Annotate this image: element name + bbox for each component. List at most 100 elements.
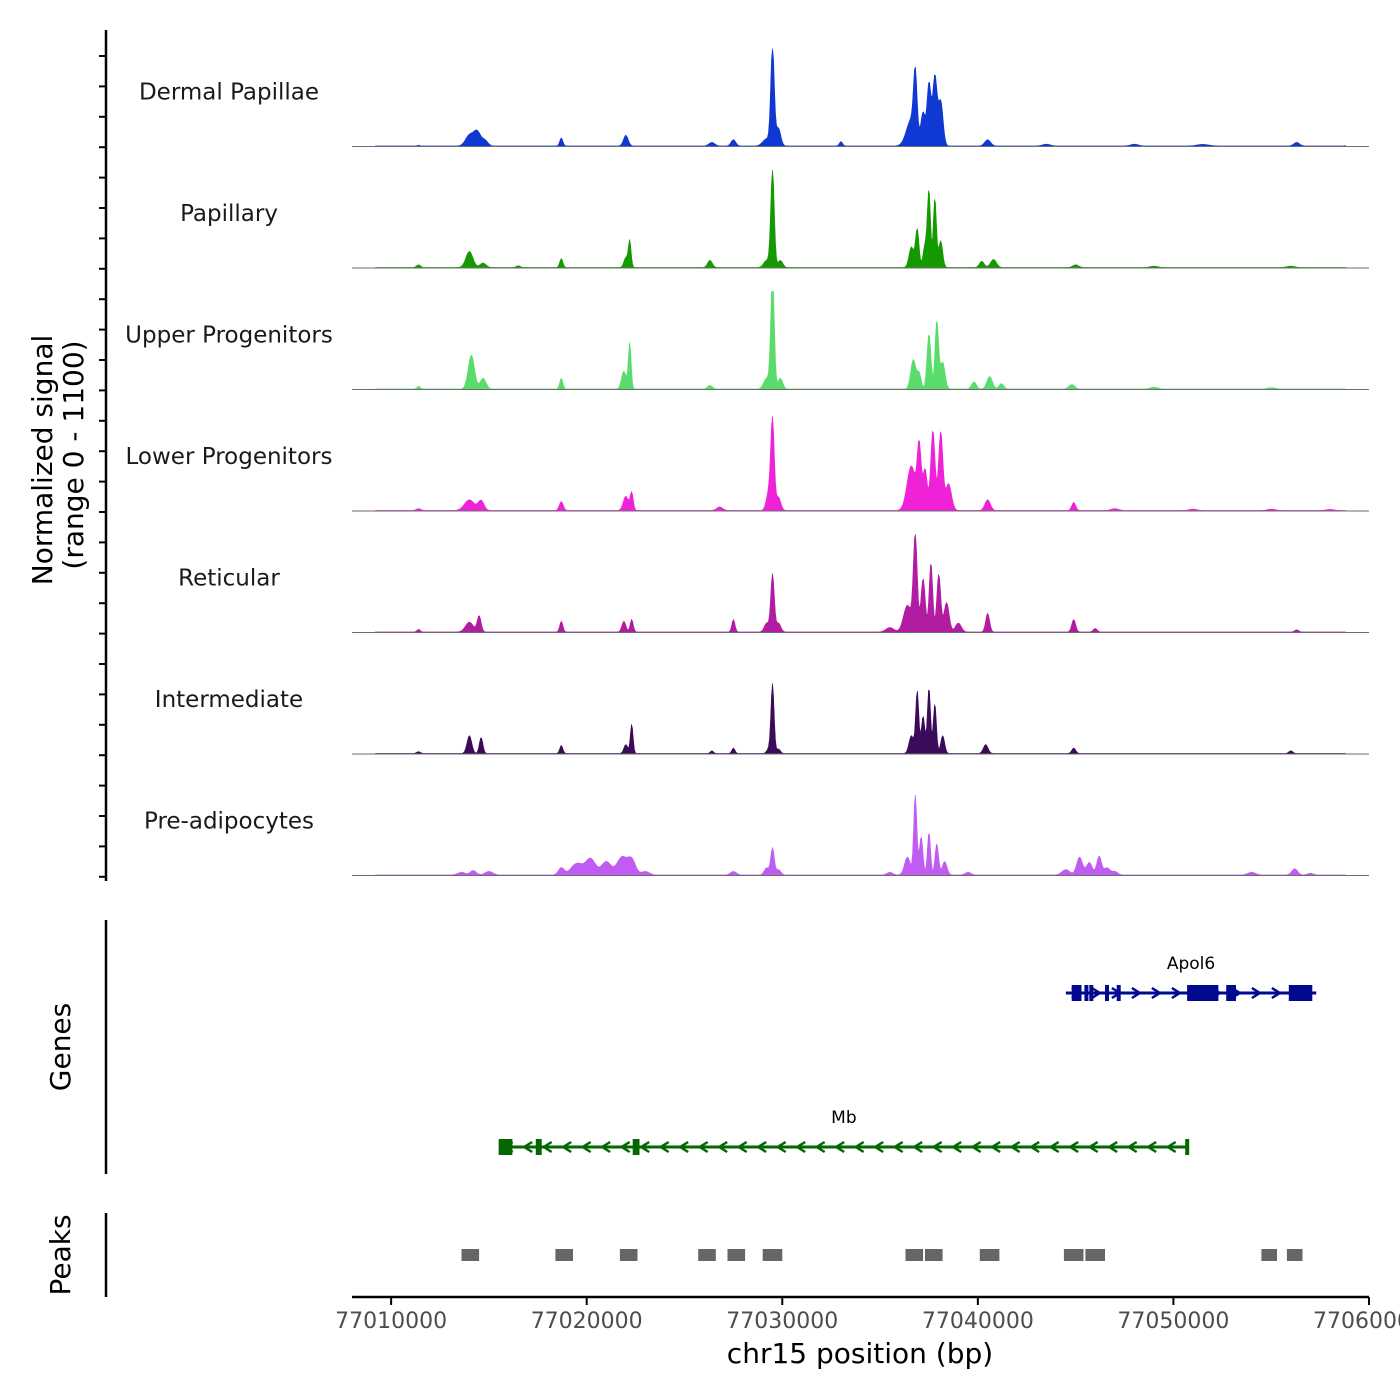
- peak-region: [1261, 1249, 1277, 1261]
- strand-arrow: [1145, 1140, 1157, 1154]
- strand-arrow: [560, 1140, 572, 1154]
- peak-regions: [461, 1249, 1303, 1261]
- peak-region: [905, 1249, 924, 1261]
- track-upper-progenitors: Upper Progenitors: [125, 291, 1369, 390]
- x-axis-ticks: 77010000 77020000 77030000 77040000 77050000…: [335, 1297, 1400, 1334]
- track-papillary: Papillary: [180, 169, 1369, 269]
- x-tick-label: 77050000: [1117, 1309, 1229, 1334]
- strand-arrow: [521, 1140, 533, 1154]
- exon: [1084, 985, 1089, 1001]
- x-tick-label: 77030000: [726, 1309, 838, 1334]
- gene-apol6: Apol6: [1065, 954, 1317, 1001]
- peak-region: [555, 1249, 573, 1261]
- strand-arrow: [1251, 986, 1263, 1000]
- exon: [1116, 985, 1121, 1001]
- strand-arrow: [736, 1140, 748, 1154]
- signal-axis-ticks: [99, 55, 106, 878]
- gene-annotations: Apol6 Mb: [498, 954, 1317, 1155]
- strand-arrow: [1028, 1140, 1040, 1154]
- strand-arrow: [970, 1140, 982, 1154]
- x-tick-label: 77040000: [922, 1309, 1034, 1334]
- strand-arrow: [1106, 1140, 1118, 1154]
- signal-area: [375, 683, 1346, 755]
- strand-arrow: [1091, 986, 1103, 1000]
- track-intermediate: Intermediate: [155, 683, 1369, 755]
- strand-arrow: [775, 1140, 787, 1154]
- peak-region: [925, 1249, 943, 1261]
- strand-arrow: [1271, 986, 1283, 1000]
- gene-mb: Mb: [498, 1108, 1190, 1155]
- track-label: Lower Progenitors: [126, 444, 333, 470]
- strand-arrow: [1151, 986, 1163, 1000]
- strand-arrow: [755, 1140, 767, 1154]
- exon: [1071, 985, 1082, 1001]
- x-tick-label: 77060000: [1313, 1309, 1400, 1334]
- strand-arrow: [697, 1140, 709, 1154]
- strand-arrow: [872, 1140, 884, 1154]
- strand-arrow: [931, 1140, 943, 1154]
- y-axis-title-line1: Normalized signal: [26, 335, 59, 586]
- strand-arrow: [892, 1140, 904, 1154]
- track-label: Intermediate: [155, 687, 303, 713]
- strand-arrow: [814, 1140, 826, 1154]
- strand-arrow: [677, 1140, 689, 1154]
- strand-arrow: [950, 1140, 962, 1154]
- strand-arrow: [716, 1140, 728, 1154]
- strand-arrow: [1048, 1140, 1060, 1154]
- strand-arrow: [580, 1140, 592, 1154]
- signal-area: [375, 416, 1346, 512]
- strand-arrow: [619, 1140, 631, 1154]
- signal-area: [375, 534, 1346, 633]
- peak-region: [461, 1249, 480, 1261]
- track-label: Reticular: [178, 566, 280, 592]
- track-lower-progenitors: Lower Progenitors: [126, 416, 1369, 512]
- peaks-axis-title: Peaks: [44, 1214, 77, 1295]
- strand-arrow: [794, 1140, 806, 1154]
- strand-arrow: [541, 1140, 553, 1154]
- peak-region: [727, 1249, 746, 1261]
- gene-label: Apol6: [1167, 954, 1215, 974]
- exon: [1105, 985, 1109, 1001]
- strand-arrow: [911, 1140, 923, 1154]
- strand-arrow: [1009, 1140, 1021, 1154]
- exon: [535, 1139, 542, 1155]
- exon: [632, 1139, 640, 1155]
- signal-area: [375, 291, 1346, 390]
- exon: [1288, 985, 1313, 1001]
- strand-arrow: [989, 1140, 1001, 1154]
- track-label: Upper Progenitors: [125, 323, 333, 349]
- y-axis-title-line2: (range 0 - 1100): [57, 340, 90, 569]
- strand-arrow: [853, 1140, 865, 1154]
- signal-area: [375, 794, 1346, 876]
- peak-region: [762, 1249, 783, 1261]
- track-label: Papillary: [180, 201, 278, 227]
- track-dermal-papillae: Dermal Papillae: [139, 48, 1369, 147]
- signal-tracks: Dermal Papillae Papillary Upper Progenitor…: [125, 48, 1369, 876]
- peak-region: [1063, 1249, 1084, 1261]
- peak-region: [619, 1249, 638, 1261]
- strand-arrow: [1126, 1140, 1138, 1154]
- exon: [1187, 985, 1219, 1001]
- strand-arrow: [658, 1140, 670, 1154]
- exon: [1185, 1139, 1190, 1155]
- strand-arrow: [1131, 986, 1143, 1000]
- strand-arrow: [1171, 986, 1183, 1000]
- signal-area: [375, 48, 1346, 147]
- strand-arrow: [599, 1140, 611, 1154]
- x-tick-label: 77010000: [335, 1309, 447, 1334]
- peak-region: [1085, 1249, 1105, 1261]
- track-label: Pre-adipocytes: [144, 809, 314, 835]
- strand-arrow: [833, 1140, 845, 1154]
- strand-arrow: [638, 1140, 650, 1154]
- x-axis-title: chr15 position (bp): [727, 1337, 993, 1370]
- peak-region: [1286, 1249, 1303, 1261]
- track-reticular: Reticular: [178, 534, 1369, 633]
- x-tick-label: 77020000: [531, 1309, 643, 1334]
- peak-region: [698, 1249, 716, 1261]
- peak-region: [979, 1249, 1000, 1261]
- exon: [498, 1139, 513, 1155]
- strand-arrow: [1165, 1140, 1177, 1154]
- track-pre-adipocytes: Pre-adipocytes: [144, 794, 1369, 876]
- exon: [1226, 985, 1236, 1001]
